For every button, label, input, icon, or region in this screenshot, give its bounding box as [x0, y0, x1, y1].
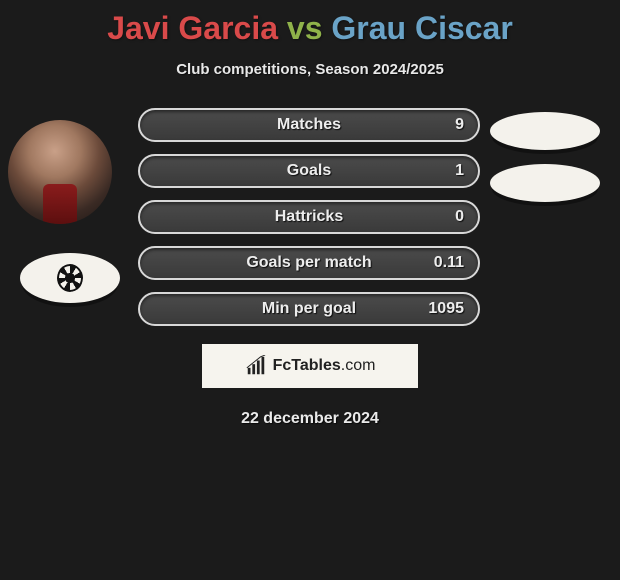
title-player2: Grau Ciscar	[331, 10, 512, 46]
branding-tld: .com	[341, 357, 376, 374]
comparison-body: Matches 9 Goals 1 Hattricks 0 Goals per …	[0, 108, 620, 326]
player1-club-badge	[20, 253, 120, 303]
comparison-subtitle: Club competitions, Season 2024/2025	[0, 61, 620, 78]
title-vs: vs	[287, 10, 323, 46]
player2-club-badge-placeholder	[490, 164, 600, 202]
stat-label: Goals	[287, 162, 331, 180]
stat-row: Matches 9	[138, 108, 480, 142]
stat-row: Hattricks 0	[138, 200, 480, 234]
club-crest-icon	[57, 264, 83, 292]
stats-list: Matches 9 Goals 1 Hattricks 0 Goals per …	[138, 108, 480, 326]
stat-value: 1	[455, 162, 464, 180]
title-player1: Javi Garcia	[107, 10, 278, 46]
stat-value: 0.11	[434, 254, 464, 272]
stat-label: Min per goal	[262, 300, 356, 318]
stat-value: 1095	[428, 300, 464, 318]
bar-chart-icon	[245, 355, 267, 377]
stat-value: 0	[455, 208, 464, 226]
comparison-title: Javi Garcia vs Grau Ciscar	[0, 0, 620, 47]
stat-row: Goals per match 0.11	[138, 246, 480, 280]
stat-row: Goals 1	[138, 154, 480, 188]
branding-text: FcTables.com	[273, 357, 376, 375]
player2-photo-placeholder	[490, 112, 600, 150]
snapshot-date: 22 december 2024	[0, 410, 620, 428]
site-branding: FcTables.com	[202, 344, 418, 388]
stat-label: Goals per match	[246, 254, 371, 272]
branding-site: FcTables	[273, 357, 341, 374]
stat-row: Min per goal 1095	[138, 292, 480, 326]
stat-label: Matches	[277, 116, 341, 134]
player1-photo	[8, 120, 112, 224]
stat-label: Hattricks	[275, 208, 343, 226]
stat-value: 9	[455, 116, 464, 134]
